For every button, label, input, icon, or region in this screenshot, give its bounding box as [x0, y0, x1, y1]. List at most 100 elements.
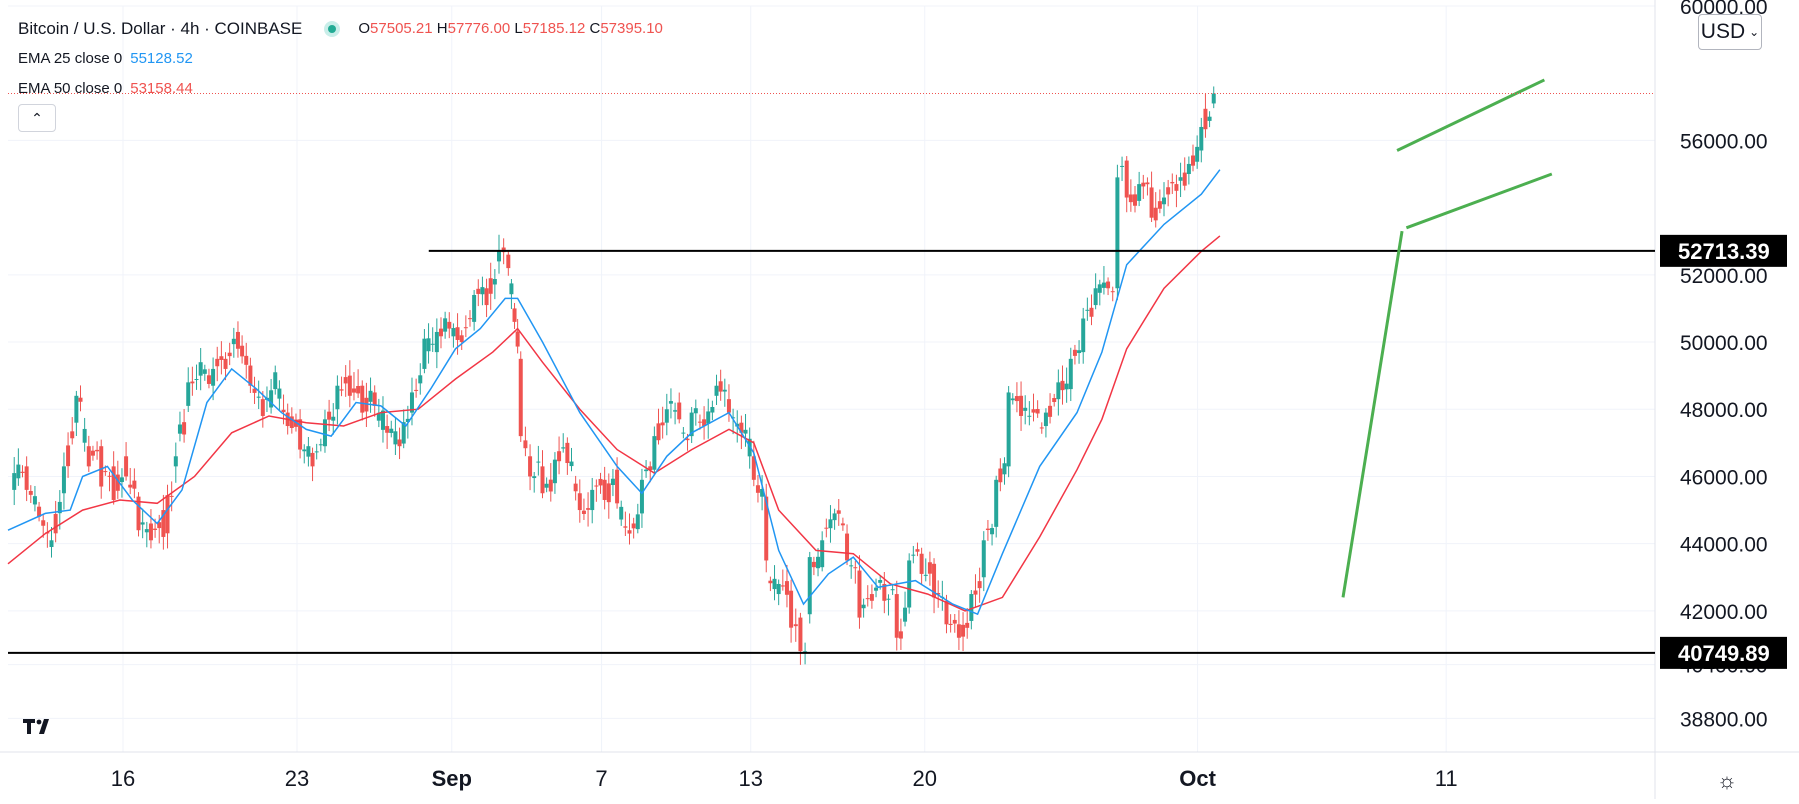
y-tick-label-3: 44000.00 [1680, 534, 1768, 557]
candle-body-64 [277, 388, 282, 399]
candle-body-176 [739, 422, 744, 433]
ema25-label: EMA 25 close 0 [18, 50, 123, 67]
candle-body-181 [760, 489, 765, 497]
candle-body-109 [463, 327, 468, 329]
candle-body-5 [32, 496, 37, 505]
candle-body-281 [1178, 177, 1183, 181]
ema50-label: EMA 50 close 0 [18, 80, 123, 97]
candle-body-60 [260, 399, 265, 416]
candle-body-25 [115, 474, 120, 491]
currency-label: USD [1700, 20, 1746, 43]
candle-body-137 [577, 493, 582, 511]
candle-body-162 [681, 432, 686, 434]
candle-body-260 [1089, 307, 1094, 317]
candle-body-128 [540, 466, 545, 494]
candle-body-157 [660, 422, 665, 426]
candle-body-136 [573, 483, 578, 492]
candle-body-286 [1199, 126, 1204, 151]
candle-body-148 [623, 526, 628, 528]
candle-body-186 [780, 585, 785, 587]
candle-body-72 [310, 452, 315, 467]
candle-body-213 [894, 594, 899, 638]
candle-body-256 [1072, 349, 1077, 356]
candle-body-44 [194, 379, 199, 381]
candle-body-233 [977, 581, 982, 589]
candle-body-122 [515, 331, 520, 347]
candle-body-206 [865, 598, 870, 600]
candle-body-80 [343, 377, 348, 384]
low-value: 57185.12 [522, 20, 586, 37]
candle-body-241 [1010, 398, 1015, 401]
candle-body-132 [557, 451, 562, 462]
candle-body-81 [347, 375, 352, 396]
y-tick-label-7: 52000.00 [1680, 265, 1768, 288]
candle-body-35 [157, 522, 162, 529]
candle-body-116 [492, 279, 497, 285]
candle-body-226 [948, 623, 953, 625]
candle-body-37 [165, 495, 170, 534]
candle-body-42 [186, 382, 191, 406]
candle-body-78 [335, 385, 340, 410]
candle-body-88 [376, 412, 381, 421]
candle-body-194 [816, 556, 821, 569]
candle-body-267 [1120, 165, 1125, 167]
candle-body-158 [664, 409, 669, 423]
close-label: C [589, 20, 601, 37]
candle-body-163 [685, 438, 690, 441]
candle-body-138 [581, 510, 586, 514]
candle-body-247 [1035, 409, 1040, 414]
candle-body-237 [994, 479, 999, 527]
symbol-title[interactable]: Bitcoin / U.S. Dollar · 4h · COINBASE [18, 19, 303, 38]
ema25-value: 55128.52 [130, 50, 193, 67]
currency-selector[interactable]: USD ⌄ [1698, 14, 1762, 50]
chart-settings-button[interactable]: ☼ [1712, 766, 1742, 796]
ema50-line [7, 235, 1221, 612]
candle-body-57 [248, 365, 253, 386]
candle-body-141 [594, 485, 599, 487]
candle-body-279 [1170, 181, 1175, 184]
candle-body-204 [857, 570, 862, 618]
ema50-row[interactable]: EMA 50 close 0 53158.44 [18, 74, 663, 104]
candle-body-84 [360, 385, 365, 413]
candle-body-119 [506, 254, 511, 269]
candle-body-13 [66, 445, 71, 467]
x-tick-label-3: 7 [595, 766, 607, 791]
candle-body-210 [882, 583, 887, 601]
candle-body-283 [1186, 163, 1191, 175]
candle-body-18 [86, 446, 91, 467]
candle-body-196 [824, 527, 829, 529]
candle-body-49 [215, 358, 220, 367]
candle-body-287 [1203, 108, 1208, 130]
candle-body-27 [124, 456, 129, 477]
candle-body-6 [37, 506, 42, 517]
x-tick-label-5: 20 [912, 766, 936, 791]
legend-collapse-button[interactable]: ⌃ [18, 104, 56, 132]
candle-body-87 [372, 392, 377, 406]
candle-body-75 [322, 419, 327, 447]
candle-body-185 [776, 583, 781, 595]
candle-body-95 [405, 418, 410, 423]
sun-gear-icon: ☼ [1716, 768, 1738, 793]
candle-body-23 [107, 475, 112, 477]
x-tick-label-1: 23 [285, 766, 309, 791]
ema25-row[interactable]: EMA 25 close 0 55128.52 [18, 44, 663, 74]
low-label: L [514, 20, 523, 37]
candle-body-170 [714, 385, 719, 396]
candle-body-171 [718, 381, 723, 392]
candle-body-79 [339, 389, 344, 391]
candle-body-249 [1043, 412, 1048, 427]
candle-body-103 [438, 328, 443, 337]
candle-body-17 [82, 428, 87, 443]
market-status-icon[interactable] [324, 21, 341, 37]
candle-body-73 [314, 451, 319, 453]
tradingview-logo-icon[interactable] [22, 716, 56, 738]
candle-body-275 [1153, 207, 1158, 221]
candle-body-264 [1106, 281, 1111, 289]
candle-body-207 [869, 594, 874, 601]
candle-body-31 [140, 522, 145, 525]
candle-body-268 [1124, 160, 1129, 198]
candle-body-126 [532, 476, 537, 479]
candle-body-258 [1081, 318, 1086, 353]
